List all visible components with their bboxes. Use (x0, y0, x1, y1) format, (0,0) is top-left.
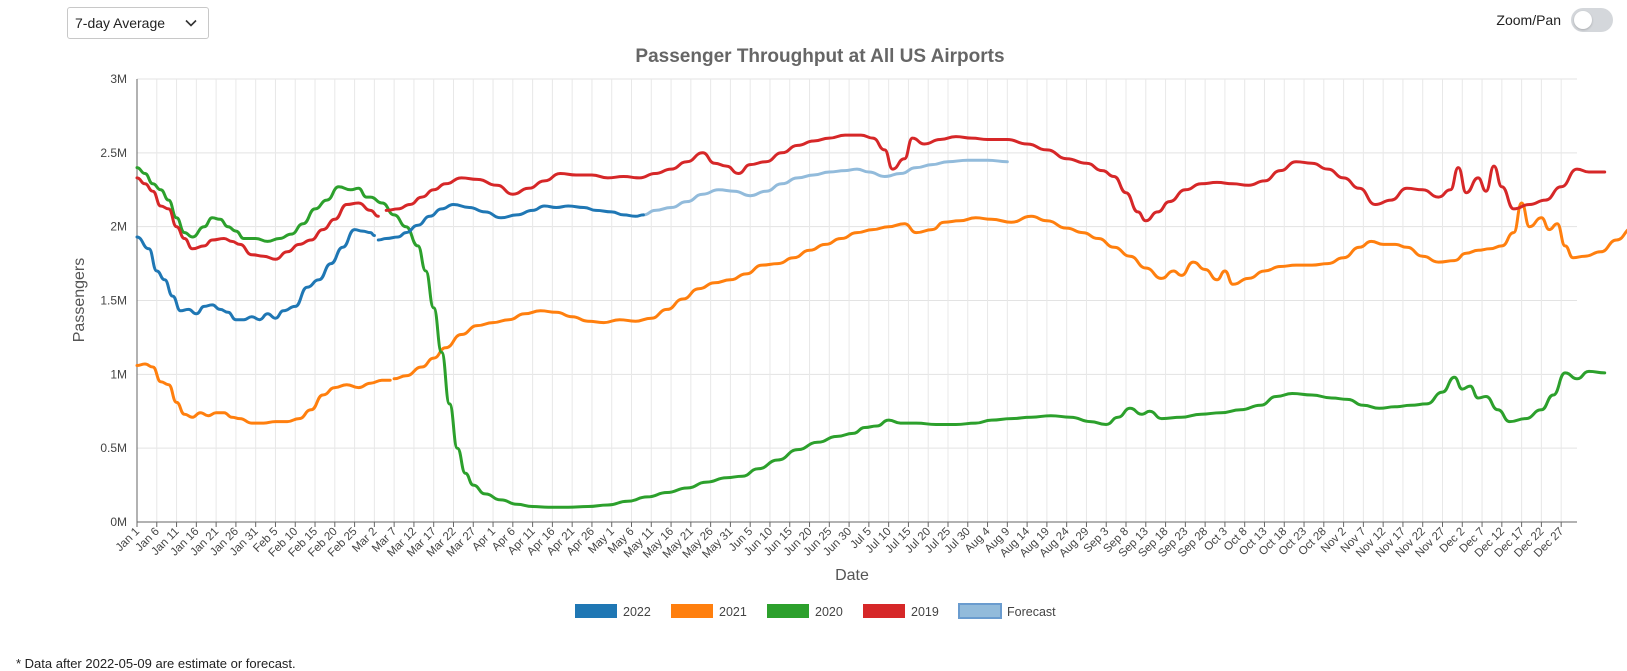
x-axis-title: Date (835, 567, 869, 584)
grid (136, 78, 1577, 523)
legend-item-2019: 2019 (863, 604, 939, 619)
y-axis: 0M 0.5M 1M 1.5M 2M 2.5M 3M (100, 72, 138, 529)
y-tick-label: 1.5M (100, 294, 127, 308)
series-lines (135, 133, 1627, 509)
legend-swatch (575, 604, 617, 618)
zoom-pan-label: Zoom/Pan (1496, 12, 1561, 28)
series-line-2022 (135, 228, 376, 322)
legend-label: 2021 (719, 605, 747, 619)
average-select[interactable]: 7-day Average (67, 7, 209, 39)
zoom-pan-control: Zoom/Pan (1496, 8, 1613, 32)
chevron-down-icon (185, 19, 197, 27)
y-tick-label: 0.5M (100, 441, 127, 455)
legend-swatch (958, 603, 1002, 619)
legend-item-2020: 2020 (767, 604, 843, 619)
legend-label: 2020 (815, 605, 843, 619)
legend-item-forecast: Forecast (958, 603, 1056, 619)
series-line-2021 (392, 201, 1627, 381)
legend: 2022 2021 2020 2019 Forecast (575, 603, 1056, 619)
y-tick-label: 1M (110, 367, 127, 381)
series-line-2019 (384, 133, 1607, 223)
chart-title: Passenger Throughput at All US Airports (635, 46, 1004, 67)
legend-item-2022: 2022 (575, 604, 651, 619)
footnote: * Data after 2022-05-09 are estimate or … (16, 656, 296, 671)
zoom-pan-toggle[interactable] (1571, 8, 1613, 32)
legend-swatch (863, 604, 905, 618)
y-tick-label: 3M (110, 72, 127, 86)
legend-item-2021: 2021 (671, 604, 747, 619)
legend-swatch (671, 604, 713, 618)
y-axis-title: Passengers (71, 258, 88, 343)
y-tick-label: 2M (110, 220, 127, 234)
legend-label: 2022 (623, 605, 651, 619)
series-line-2020 (135, 166, 1607, 509)
series-line-2019 (135, 176, 380, 261)
series-line-2022 (376, 203, 645, 242)
throughput-chart: Passenger Throughput at All US Airports … (71, 46, 1627, 619)
toggle-knob (1574, 11, 1592, 29)
y-tick-label: 2.5M (100, 146, 127, 160)
y-tick-label: 0M (110, 515, 127, 529)
average-select-value: 7-day Average (75, 15, 166, 31)
legend-label: Forecast (1007, 605, 1056, 619)
series-line-forecast (641, 158, 1009, 217)
legend-swatch (767, 604, 809, 618)
legend-label: 2019 (911, 605, 939, 619)
series-line-2021 (135, 362, 392, 425)
